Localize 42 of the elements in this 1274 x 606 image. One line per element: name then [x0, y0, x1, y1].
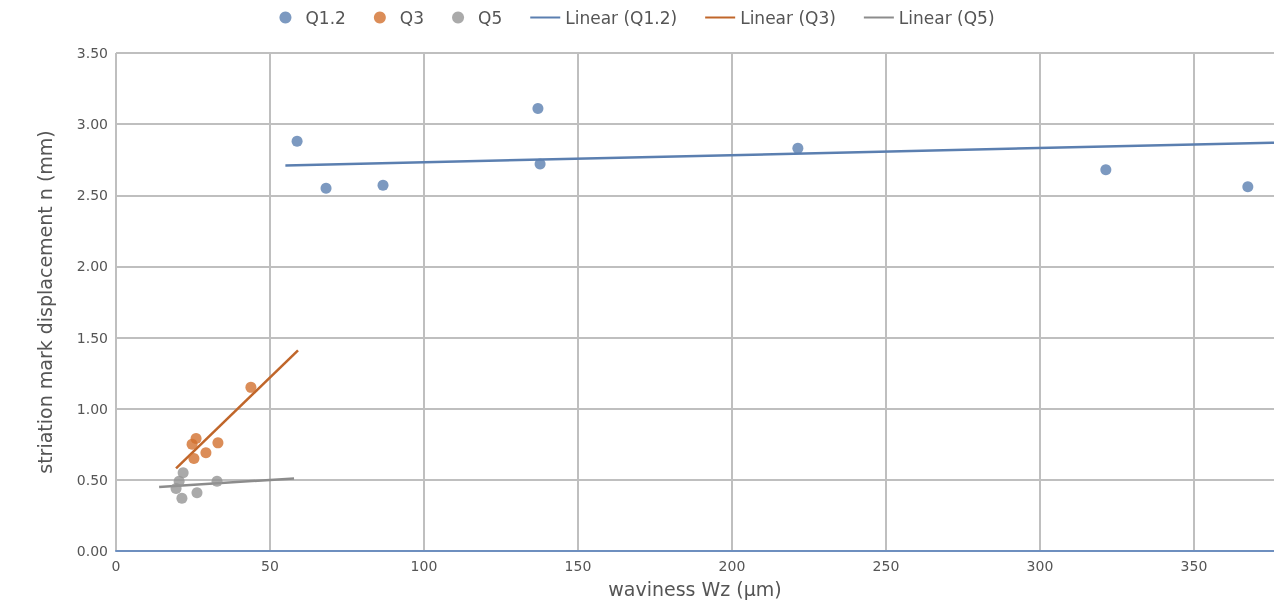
x-tick-label: 0 [111, 558, 121, 574]
point [377, 179, 389, 191]
x-tick-label: 300 [1026, 558, 1054, 574]
x-axis-title: waviness Wz (µm) [608, 577, 782, 600]
y-tick-label: 2.50 [76, 187, 108, 204]
legend-label: Linear (Q3) [740, 7, 836, 28]
legend-label: Q3 [399, 7, 425, 28]
point [532, 102, 544, 114]
point [186, 438, 198, 450]
point [212, 437, 224, 449]
x-tick-label: 250 [872, 558, 900, 574]
point [534, 158, 546, 170]
point [200, 447, 212, 459]
x-tick-label: 100 [410, 558, 438, 574]
y-tick-label: 3.00 [76, 116, 108, 133]
legend-label: Q1.2 [305, 7, 346, 28]
y-tick-label: 1.50 [76, 329, 108, 346]
point [191, 487, 203, 499]
point [177, 467, 189, 479]
point [1242, 181, 1254, 193]
y-tick-label: 2.00 [76, 258, 108, 275]
legend-label: Linear (Q1.2) [565, 7, 678, 28]
y-tick-label: 0.00 [76, 543, 108, 559]
y-axis-title: striation mark displacement n (mm) [33, 130, 56, 474]
legend-label: Linear (Q5) [898, 7, 995, 28]
x-tick-label: 50 [261, 558, 279, 574]
point [1100, 164, 1112, 176]
y-tick-label: 0.50 [76, 471, 108, 488]
point [176, 492, 188, 504]
x-tick-label: 200 [718, 558, 746, 574]
point [245, 381, 257, 393]
y-tick-label: 3.50 [76, 45, 108, 61]
y-tick-label: 1.00 [76, 400, 108, 417]
point [320, 182, 332, 194]
point [170, 482, 182, 494]
point [291, 135, 303, 147]
legend-label: Q5 [478, 7, 503, 28]
point [211, 475, 223, 487]
point [188, 453, 200, 465]
x-tick-label: 350 [1180, 558, 1208, 574]
x-tick-label: 150 [564, 558, 592, 574]
point [792, 142, 804, 154]
